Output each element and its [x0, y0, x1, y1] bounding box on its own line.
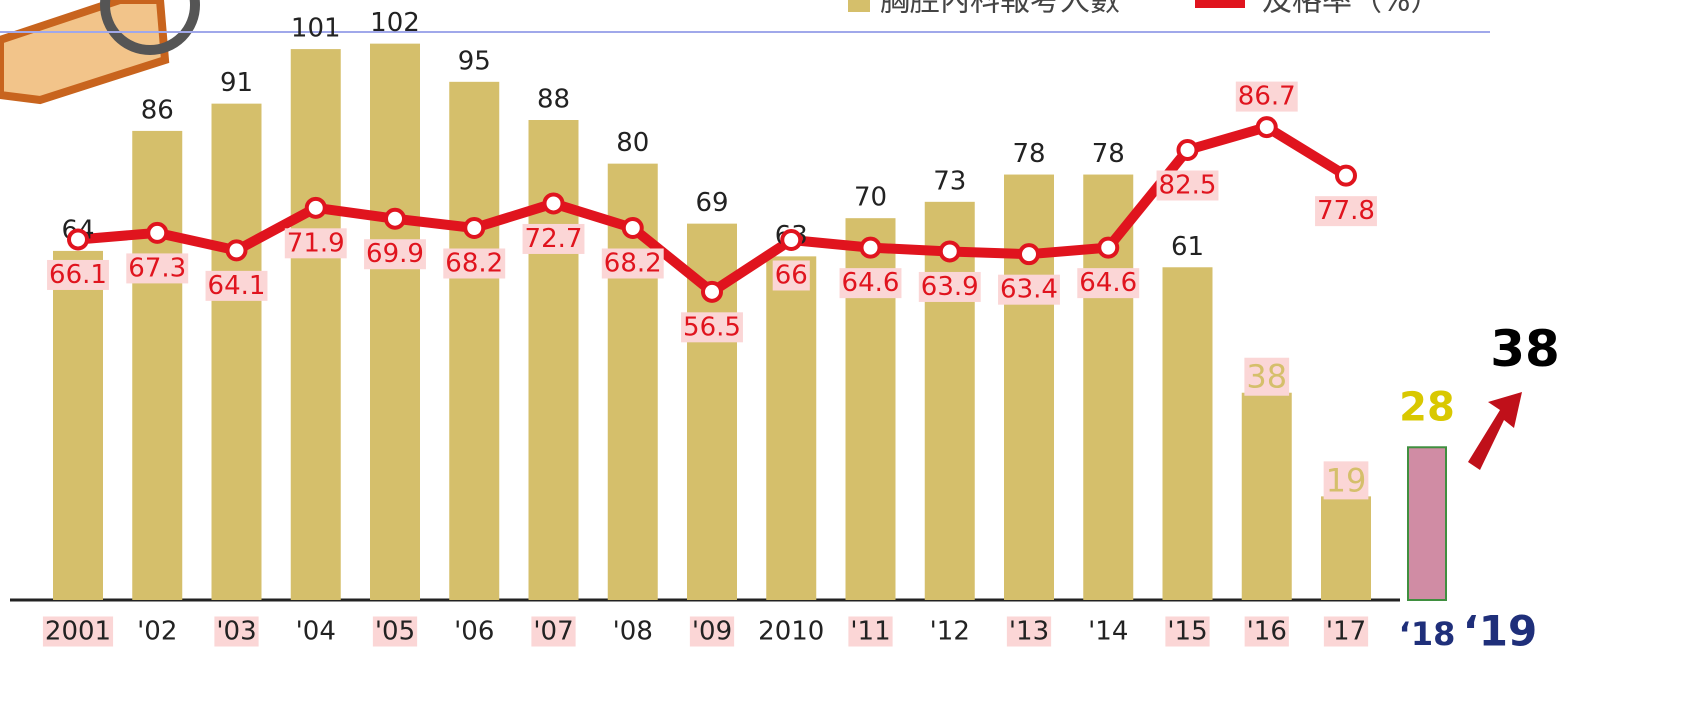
line-point [862, 239, 880, 257]
line-value-label: 64.6 [842, 268, 900, 298]
line-value-label: 63.9 [921, 272, 979, 302]
line-value-label: 64.6 [1079, 268, 1137, 298]
line-value-label: 69.9 [366, 239, 424, 269]
bar [212, 104, 262, 600]
line-value-label: 63.4 [1000, 275, 1058, 305]
x-tick-label: ‘19 [1463, 607, 1537, 656]
line-value-label: 82.5 [1159, 171, 1217, 201]
x-tick-label: '12 [930, 617, 970, 647]
x-tick-label: 2010 [758, 617, 824, 647]
line-value-label: 77.8 [1317, 196, 1375, 226]
bar [529, 120, 579, 600]
bar [132, 131, 182, 600]
line-point [1258, 118, 1276, 136]
bar-value-label: 61 [1171, 232, 1204, 262]
bar [1163, 267, 1213, 600]
line-point [545, 194, 563, 212]
x-tick-label: '11 [850, 617, 890, 647]
line-value-label: 56.5 [683, 312, 741, 342]
bar-value-label: 78 [1092, 139, 1125, 169]
bar-value-label: 38 [1490, 320, 1560, 378]
legend-swatch-bar [848, 0, 870, 12]
legend-label: 胸腔內科報考人數 [880, 0, 1120, 19]
x-tick-label: '04 [296, 617, 336, 647]
chart: 胸腔內科報考人數 及格率（%） 2001 '02 '03 '04 '05 '06 '07 '0… [0, 0, 1689, 701]
bar [370, 44, 420, 600]
bar-value-label: 70 [854, 183, 887, 213]
x-tick-label: '07 [533, 617, 573, 647]
line-value-label: 72.7 [525, 224, 583, 254]
bar [1408, 447, 1446, 600]
line-point [1099, 239, 1117, 257]
bar [1321, 496, 1371, 600]
x-tick-label: '17 [1326, 617, 1366, 647]
bar [53, 251, 103, 600]
bar-value-label: 86 [141, 95, 174, 125]
bar-value-label: 91 [220, 68, 253, 98]
bar [291, 49, 341, 600]
bar-value-label: 19 [1326, 461, 1367, 499]
x-tick-label: '09 [692, 617, 732, 647]
bar-value-label: 88 [537, 85, 570, 115]
x-tick-label: '03 [216, 617, 256, 647]
bar [1004, 175, 1054, 600]
line-value-label: 68.2 [604, 249, 662, 279]
line-point [703, 283, 721, 301]
bar-value-label: 73 [933, 166, 966, 196]
x-tick-label: '15 [1167, 617, 1207, 647]
line-value-label: 66.1 [49, 260, 107, 290]
x-tick-label: '06 [454, 617, 494, 647]
x-tick-label: '13 [1009, 617, 1049, 647]
line-point [1337, 167, 1355, 185]
legend-label: 及格率（%） [1262, 0, 1441, 19]
line-point [307, 199, 325, 217]
bar-value-label: 38 [1246, 358, 1287, 396]
line-point [1179, 141, 1197, 159]
x-tick-label: '16 [1247, 617, 1287, 647]
bar-value-label: 80 [616, 128, 649, 158]
line-point [624, 219, 642, 237]
bar [449, 82, 499, 600]
line-value-label: 66 [775, 261, 808, 291]
x-tick-label: ‘18 [1399, 615, 1456, 653]
line-point [228, 241, 246, 259]
arrow [1468, 392, 1522, 470]
bar-value-label: 78 [1012, 139, 1045, 169]
bar-value-label: 102 [370, 8, 420, 38]
bar-value-label: 95 [458, 46, 491, 76]
x-tick-label: '02 [137, 617, 177, 647]
line-point [386, 210, 404, 228]
x-tick-label: '08 [613, 617, 653, 647]
bar [1242, 393, 1292, 600]
x-tick-label: '14 [1088, 617, 1128, 647]
bar-value-label: 28 [1399, 384, 1455, 430]
line-point [465, 219, 483, 237]
line-point [148, 224, 166, 242]
line-point [69, 230, 87, 248]
bar-value-label: 101 [291, 14, 341, 44]
page: 胸腔內科報考人數 及格率（%） 2001 '02 '03 '04 '05 '06 '07 '0… [0, 0, 1689, 701]
bar [766, 256, 816, 600]
line-point [782, 231, 800, 249]
line-value-label: 64.1 [208, 271, 266, 301]
line-value-label: 67.3 [128, 253, 186, 283]
legend-swatch-line [1195, 0, 1245, 8]
line-value-label: 71.9 [287, 228, 345, 258]
line-point [941, 242, 959, 260]
bar-value-label: 69 [695, 188, 728, 218]
line-value-label: 86.7 [1238, 82, 1296, 112]
x-tick-label: '05 [375, 617, 415, 647]
line-point [1020, 245, 1038, 263]
line-value-label: 68.2 [445, 249, 503, 279]
x-tick-label: 2001 [45, 617, 111, 647]
